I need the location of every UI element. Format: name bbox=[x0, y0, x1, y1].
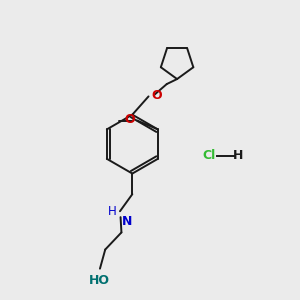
Text: O: O bbox=[124, 113, 135, 127]
Text: HO: HO bbox=[89, 274, 110, 287]
Text: H: H bbox=[108, 205, 116, 218]
Text: H: H bbox=[233, 149, 244, 162]
Text: O: O bbox=[151, 89, 161, 102]
Text: Cl: Cl bbox=[202, 149, 215, 162]
Text: N: N bbox=[122, 215, 132, 228]
